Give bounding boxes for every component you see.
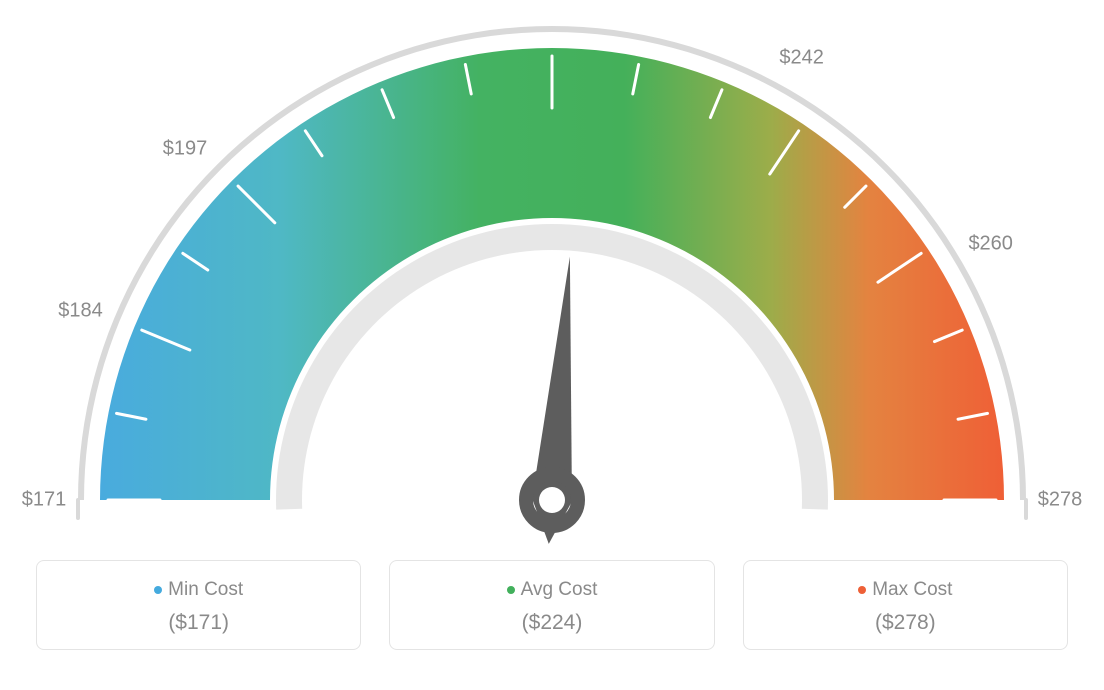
dot-icon xyxy=(154,586,162,594)
dot-icon xyxy=(858,586,866,594)
gauge-tick-label: $260 xyxy=(968,232,1013,255)
gauge-tick-label: $184 xyxy=(58,299,103,322)
gauge-tick-label: $171 xyxy=(22,489,67,512)
gauge-svg xyxy=(0,0,1104,560)
min-cost-label: Min Cost xyxy=(168,579,243,600)
min-cost-card: Min Cost ($171) xyxy=(36,560,361,650)
avg-cost-value: ($224) xyxy=(400,611,703,635)
gauge-tick-label: $278 xyxy=(1038,489,1083,512)
max-cost-value: ($278) xyxy=(754,611,1057,635)
dot-icon xyxy=(507,586,515,594)
min-cost-value: ($171) xyxy=(47,611,350,635)
max-cost-card: Max Cost ($278) xyxy=(743,560,1068,650)
max-cost-label: Max Cost xyxy=(872,579,952,600)
summary-cards: Min Cost ($171) Avg Cost ($224) Max Cost… xyxy=(0,560,1104,674)
max-cost-title: Max Cost xyxy=(754,579,1057,601)
avg-cost-label: Avg Cost xyxy=(521,579,598,600)
avg-cost-title: Avg Cost xyxy=(400,579,703,601)
gauge-chart: $171 $184 $197 $224 $242 $260 $278 xyxy=(0,0,1104,560)
gauge-tick-label: $242 xyxy=(779,46,824,69)
min-cost-title: Min Cost xyxy=(47,579,350,601)
gauge-tick-label: $197 xyxy=(163,137,208,160)
gauge-tick-label: $224 xyxy=(522,0,567,4)
avg-cost-card: Avg Cost ($224) xyxy=(389,560,714,650)
